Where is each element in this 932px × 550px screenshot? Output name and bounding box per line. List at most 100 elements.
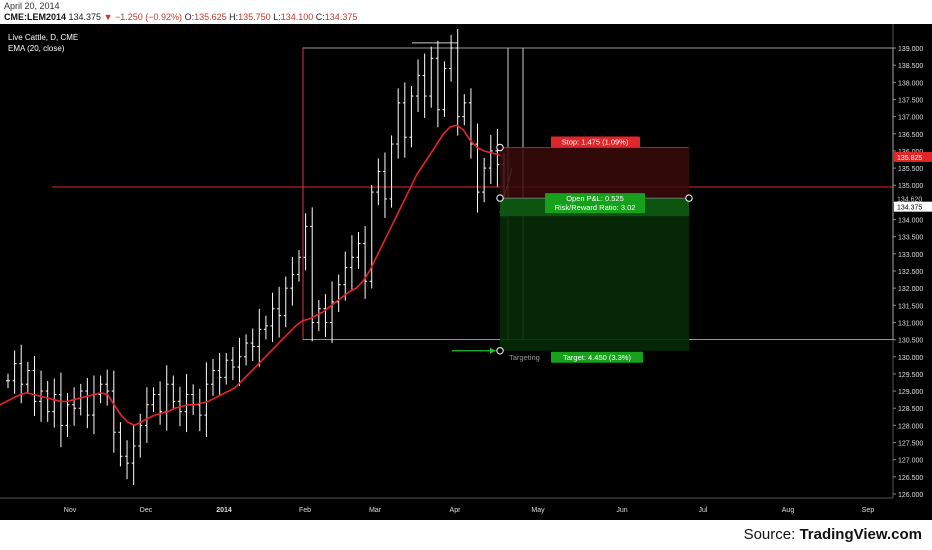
time-tick-label: Jun: [616, 507, 627, 514]
time-tick-label: 2014: [216, 507, 232, 514]
legend-title: Live Cattle, D, CME: [8, 33, 78, 42]
ohlc-bar: [224, 352, 229, 385]
price-tick-label: 128.500: [898, 406, 923, 413]
time-tick-label: Nov: [64, 507, 77, 514]
ohlc-bar: [131, 424, 136, 486]
ohlc-bar: [303, 213, 308, 271]
ohlc-bar: [52, 378, 57, 428]
price-tick-label: 130.500: [898, 338, 923, 345]
stop-zone: [500, 147, 689, 199]
legend-indicator: EMA (20, close): [8, 44, 65, 53]
price-tick-label: 132.000: [898, 286, 923, 293]
source-prefix: Source:: [743, 526, 800, 543]
ohlc-bar: [72, 387, 77, 426]
ohlc-bar: [449, 34, 454, 82]
position-handle: [496, 347, 504, 355]
time-tick-label: Sep: [862, 507, 875, 514]
price-tick-label: 131.500: [898, 303, 923, 310]
last-price-tag: 134.375: [897, 205, 922, 212]
ohlc-bar: [429, 46, 434, 108]
ohlc-bar: [105, 369, 110, 406]
ohlc-bar: [310, 207, 315, 342]
price-tick-label: 127.500: [898, 441, 923, 448]
ohlc-bar: [58, 372, 63, 448]
ohlc-bar: [217, 352, 222, 395]
ema-polyline: [0, 124, 505, 427]
time-tick-label: Apr: [450, 507, 462, 514]
ohlc-bar: [396, 88, 401, 159]
price-tick-label: 137.500: [898, 97, 923, 104]
price-change: ▼ −1.250 (−0.92%): [103, 12, 183, 22]
target-label-box: [551, 351, 643, 363]
time-tick-label: May: [531, 507, 545, 514]
entry-price-tag: 134.620: [897, 196, 922, 203]
stop-label: Stop: 1.475 (1.09%): [562, 137, 629, 146]
ohlc-bar: [250, 328, 255, 362]
ohlc-bar: [32, 355, 37, 416]
time-axis[interactable]: Nov Dec 2014 Feb Mar Apr May Jun Jul Aug Sep: [0, 497, 893, 514]
symbol-header: April 20, 2014 CME:LEM2014 134.375 ▼ −1.…: [0, 0, 932, 24]
open-pnl-label: Open P&L: 0.525: [566, 194, 624, 203]
last-price: 134.375: [68, 12, 102, 22]
ohlc-bar: [111, 370, 116, 453]
price-tick-label: 128.000: [898, 423, 923, 430]
ohlc-bar: [78, 383, 83, 416]
price-tick-label: 134.000: [898, 218, 923, 225]
ohlc-bar: [138, 413, 143, 458]
chart-date: April 20, 2014: [4, 1, 60, 11]
stop-label-box: [551, 136, 640, 148]
ohlc-bar: [144, 387, 149, 443]
ohlc-bar: [402, 82, 407, 158]
source-credit: Source: TradingView.com: [744, 526, 922, 543]
ohlc-bar: [85, 377, 90, 429]
price-tick-label: 131.000: [898, 320, 923, 327]
ohlc-bar: [151, 387, 156, 413]
position-tool[interactable]: Stop: 1.475 (1.09%) Open P&L: 0.525Risk/R…: [452, 136, 693, 363]
price-tick-label: 127.000: [898, 458, 923, 465]
ohlc-bar: [65, 393, 70, 438]
target-arrow-head: [490, 347, 496, 354]
ohlc-bar: [283, 276, 288, 328]
ohlc-bar: [416, 59, 421, 113]
ohlc-bar: [455, 29, 460, 136]
ohlc-bar: [204, 362, 209, 438]
ohlc-bar: [290, 256, 295, 306]
time-tick-label: Dec: [140, 507, 153, 514]
ema-price-tag-box: [894, 151, 932, 162]
price-tick-label: 133.500: [898, 235, 923, 242]
ohlc-bar: [171, 375, 176, 411]
price-tick-label: 137.000: [898, 115, 923, 122]
price-tick-label: 129.000: [898, 389, 923, 396]
ohlc-bar: [244, 334, 249, 366]
time-tick-label: Feb: [299, 507, 311, 514]
ohlc-bar: [356, 231, 361, 269]
ohlc-bar: [277, 286, 282, 338]
ohlc-bar: [6, 373, 10, 388]
open-value: 135.625: [194, 12, 227, 22]
price-chart[interactable]: Live Cattle, D, CME EMA (20, close) 126.…: [0, 24, 932, 520]
high-label: H:: [229, 12, 239, 22]
targeting-label: Targeting: [509, 353, 540, 362]
chart-background: [0, 24, 932, 520]
ohlc-bar: [230, 347, 235, 381]
price-tick-label: 126.000: [898, 492, 923, 499]
price-tick-label: 132.500: [898, 269, 923, 276]
ohlc-bar: [25, 361, 30, 393]
close-value: 134.375: [324, 12, 358, 22]
ohlc-bar: [158, 381, 163, 425]
ohlc-bar: [482, 157, 487, 203]
close-label: C:: [315, 12, 325, 22]
low-value: 134.100: [280, 12, 314, 22]
ohlc-bar: [382, 152, 387, 218]
ohlc-bar: [422, 53, 427, 118]
ohlc-bar: [98, 375, 103, 404]
price-tick-label: 130.000: [898, 355, 923, 362]
ohlc-bar: [45, 380, 50, 422]
position-handle: [496, 194, 504, 202]
ohlc-bar: [409, 85, 414, 148]
entry-price-tag-box: [894, 193, 932, 204]
price-tick-label: 133.000: [898, 252, 923, 259]
price-tick-label: 138.500: [898, 63, 923, 70]
time-tick-label: Mar: [369, 507, 382, 514]
ohlc-bar: [270, 292, 275, 342]
